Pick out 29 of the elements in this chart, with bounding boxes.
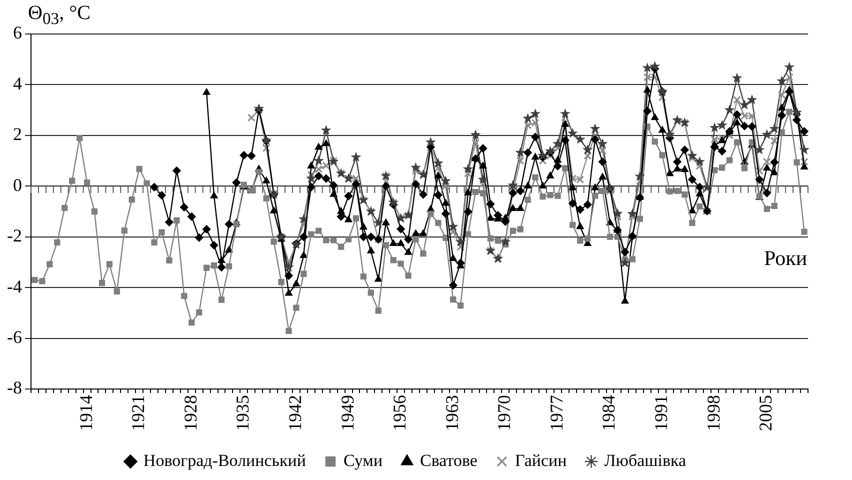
- legend-label: Новоград-Волинський: [143, 450, 306, 470]
- y-tick-label: 2: [12, 124, 22, 144]
- y-tick-label: 0: [12, 174, 22, 195]
- y-tick-label: -2: [6, 226, 22, 246]
- x-tick-label: 1984: [598, 395, 619, 431]
- y-tick-label: -4: [6, 276, 22, 296]
- legend-label: Суми: [343, 450, 383, 470]
- x-tick-label: 1970: [494, 395, 514, 431]
- x-tick-label: 1935: [232, 395, 253, 431]
- x-tick-label: 1998: [703, 395, 724, 431]
- x-tick-label: 1914: [76, 395, 96, 431]
- y-tick-label: -6: [6, 327, 22, 348]
- x-tick-label: 2005: [756, 395, 776, 431]
- x-tick-label: 1921: [128, 395, 148, 431]
- x-axis-title: Роки: [764, 246, 808, 271]
- x-tick-label: 1991: [651, 395, 672, 431]
- x-tick-label: 1963: [442, 395, 462, 431]
- x-tick-label: 1942: [284, 395, 305, 431]
- y-tick-label: 6: [12, 22, 22, 43]
- legend-label: Сватове: [420, 450, 478, 470]
- legend-label: Любашівка: [604, 450, 687, 470]
- y-tick-label: -8: [6, 378, 22, 398]
- legend-label: Гайсин: [514, 450, 567, 470]
- x-tick-label: 1956: [390, 395, 410, 431]
- x-tick-label: 1977: [546, 395, 566, 431]
- y-axis-title: Θ$_{03}$, °C: [28, 2, 90, 29]
- x-tick-label: 1949: [337, 395, 358, 431]
- x-tick-label: 1928: [180, 395, 200, 431]
- y-tick-label: 4: [12, 73, 22, 94]
